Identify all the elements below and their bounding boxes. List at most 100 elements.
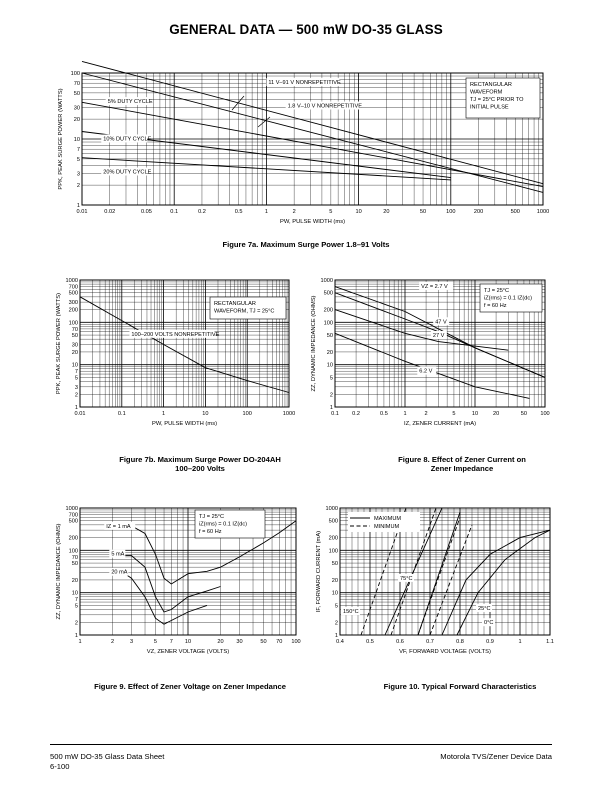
series-annotation: 5% DUTY CYCLE	[108, 99, 153, 105]
y-tick-label: 10	[332, 591, 338, 597]
footer-divider	[50, 744, 552, 745]
caption-fig10: Figure 10. Typical Forward Characteristi…	[383, 682, 537, 691]
y-tick-label: 200	[69, 536, 78, 542]
series-annotation: 5 mA	[111, 552, 124, 558]
series-annotation: 10% DUTY CYCLE	[103, 136, 151, 142]
y-tick-label: 100	[329, 548, 338, 554]
y-tick-label: 1000	[66, 278, 78, 284]
x-tick-label: 0.01	[77, 209, 88, 215]
x-tick-label: 500	[511, 209, 520, 215]
x-tick-label: 5	[154, 639, 157, 645]
x-axis-label: PW, PULSE WIDTH (ms)	[280, 219, 345, 225]
plot-frame-fig10	[339, 507, 551, 636]
caption-fig8-line1: Figure 8. Effect of Zener Current on	[398, 455, 526, 464]
leader-arrow	[231, 95, 245, 111]
y-tick-label: 1	[335, 633, 338, 639]
leader-arrow	[257, 116, 271, 128]
x-tick-label: 0.2	[352, 411, 360, 417]
y-tick-label: 7	[75, 369, 78, 375]
series-line	[122, 572, 208, 625]
legend-text: f = 60 Hz	[484, 303, 507, 309]
series-line	[429, 524, 473, 636]
y-tick-label: 500	[329, 519, 338, 525]
y-tick-label: 1	[75, 633, 78, 639]
x-tick-label: 50	[260, 639, 266, 645]
y-tick-label: 700	[69, 513, 78, 519]
series-line	[123, 555, 221, 613]
legend-text: WAVEFORM, TJ = 25°C	[214, 309, 274, 315]
caption-fig9: Figure 9. Effect of Zener Voltage on Zen…	[94, 682, 286, 691]
x-tick-label: 0.4	[336, 639, 344, 645]
series-annotation: VZ = 2.7 V	[421, 284, 448, 290]
x-tick-label: 1.1	[546, 639, 554, 645]
x-tick-label: 1000	[537, 209, 549, 215]
series-line	[79, 296, 290, 393]
series-line	[334, 309, 509, 351]
x-tick-label: 2	[425, 411, 428, 417]
y-tick-label: 100	[69, 320, 78, 326]
y-tick-label: 100	[69, 548, 78, 554]
series-line	[390, 507, 437, 636]
y-tick-label: 1000	[326, 506, 338, 512]
legend-box	[465, 77, 541, 119]
plot-frame-fig8	[334, 279, 546, 408]
chart-fig9: 1 2 3 5 7 10 20 30 50 70 1001257102050701002005007…	[56, 506, 301, 655]
series-annotation: 20% DUTY CYCLE	[103, 170, 151, 176]
caption-fig7b: Figure 7b. Maximum Surge Power DO-204AH …	[60, 455, 340, 473]
legend-text: iZ(rms) = 0.1 IZ(dc)	[199, 522, 247, 528]
y-tick-label: 50	[332, 561, 338, 567]
x-tick-label: 1	[518, 639, 521, 645]
x-tick-label: 0.5	[366, 639, 374, 645]
y-tick-label: 1	[330, 405, 333, 411]
y-tick-label: 3	[77, 172, 80, 178]
x-tick-label: 0.6	[396, 639, 404, 645]
annotation-bg	[101, 134, 148, 143]
x-tick-label: 20	[493, 411, 499, 417]
annotation-bg	[341, 607, 360, 616]
x-axis-label: IZ, ZENER CURRENT (mA)	[404, 421, 476, 427]
y-tick-label: 500	[324, 291, 333, 297]
y-tick-label: 20	[327, 350, 333, 356]
y-tick-label: 50	[72, 561, 78, 567]
y-tick-label: 5	[75, 603, 78, 609]
series-annotation: 27 V	[433, 333, 445, 339]
y-tick-label: 20	[72, 578, 78, 584]
y-axis-label: PPK, PEAK SURGE POWER (WATTS)	[56, 293, 62, 394]
y-axis-label: IF, FORWARD CURRENT (mA)	[316, 531, 322, 612]
y-tick-label: 20	[72, 350, 78, 356]
y-tick-label: 2	[335, 620, 338, 626]
caption-fig8-line2: Zener Impedance	[430, 464, 494, 473]
x-tick-label: 2	[293, 209, 296, 215]
x-tick-label: 20	[383, 209, 389, 215]
series-line	[456, 529, 551, 636]
x-tick-label: 100	[291, 639, 300, 645]
y-axis-label: PPK, PEAK SURGE POWER (WATTS)	[58, 88, 64, 189]
x-tick-label: 5	[329, 209, 332, 215]
y-tick-label: 50	[327, 333, 333, 339]
series-line	[334, 332, 530, 399]
annotation-bg	[266, 78, 340, 87]
x-tick-label: 0.7	[426, 639, 434, 645]
annotation-bg	[105, 97, 149, 106]
legend-text: RECTANGULAR	[470, 82, 512, 88]
y-axis-label: ZZ, DYNAMIC IMPEDANCE (OHMS)	[311, 295, 317, 391]
y-tick-label: 5	[77, 157, 80, 163]
y-tick-label: 500	[69, 291, 78, 297]
x-tick-label: 0.1	[331, 411, 339, 417]
series-annotation: 47 V	[435, 319, 447, 325]
y-tick-label: 70	[72, 327, 78, 333]
x-tick-label: 10	[185, 639, 191, 645]
x-tick-label: 2	[111, 639, 114, 645]
x-tick-label: 50	[521, 411, 527, 417]
annotation-bg	[101, 167, 148, 176]
x-tick-label: 0.01	[75, 411, 86, 417]
x-tick-label: 7	[170, 639, 173, 645]
y-tick-label: 100	[71, 71, 80, 77]
y-tick-label: 200	[329, 536, 338, 542]
chart-fig7b: 0.01 0.1 1 10 100 100012357102030507010020030…	[56, 278, 295, 427]
x-axis-label: VZ, ZENER VOLTAGE (VOLTS)	[147, 649, 230, 655]
series-line	[417, 517, 461, 636]
y-tick-label: 1000	[66, 506, 78, 512]
y-tick-label: 200	[69, 308, 78, 314]
footer-right: Motorola TVS/Zener Device Data	[440, 752, 552, 761]
